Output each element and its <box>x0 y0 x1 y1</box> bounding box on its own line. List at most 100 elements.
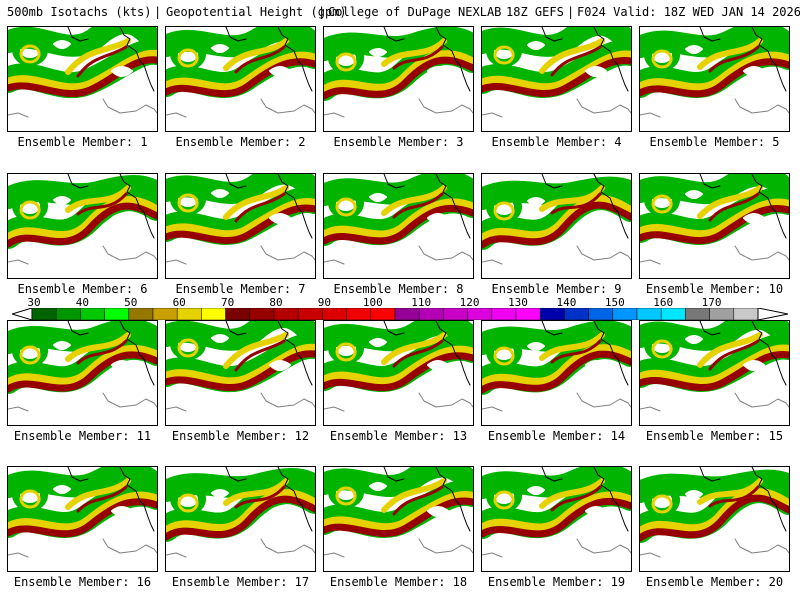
cyclone-swirl <box>170 183 207 215</box>
coastline <box>119 27 155 92</box>
jet-core <box>708 485 760 508</box>
land-border <box>734 392 789 408</box>
land-border <box>8 112 29 118</box>
calm-area <box>111 506 133 517</box>
cyclone-swirl <box>486 191 523 223</box>
isotach-map <box>482 321 631 412</box>
cyclone-swirl <box>335 342 357 362</box>
land-border <box>418 392 473 408</box>
coastline <box>225 174 247 189</box>
jet-core <box>8 202 157 248</box>
cyclone-swirl <box>177 338 199 358</box>
land-border <box>482 112 503 118</box>
cyclone-swirl <box>177 493 199 513</box>
jet-core <box>392 45 444 70</box>
calm-area <box>527 342 545 351</box>
ensemble-map-panel <box>639 320 790 426</box>
colorbar-segment <box>346 308 372 320</box>
cyclone-swirl <box>335 197 357 217</box>
coastline <box>751 321 787 386</box>
colorbar-segment <box>201 308 226 320</box>
cyclone-swirl <box>651 49 673 69</box>
land-border <box>324 406 345 412</box>
ensemble-map-panel <box>7 173 158 279</box>
coastline <box>383 27 405 42</box>
cyclone-swirl <box>493 346 515 366</box>
colorbar-segment <box>297 308 323 320</box>
coastline <box>435 467 471 532</box>
coastline <box>119 321 155 386</box>
cyclone-swirl <box>328 187 365 219</box>
isotach-map <box>8 467 157 558</box>
colorbar-segment <box>467 308 493 320</box>
coastline <box>699 174 721 189</box>
ensemble-member-label: Ensemble Member: 4 <box>491 135 622 149</box>
land-border <box>418 245 473 261</box>
land-border <box>260 392 315 408</box>
colorbar-segment <box>636 308 662 320</box>
mid-wind-band <box>539 332 605 361</box>
calm-area <box>743 66 765 77</box>
colorbar-tick-label: 70 <box>220 296 235 309</box>
coastline <box>277 321 313 386</box>
jet-core <box>392 485 444 516</box>
colorbar-segment <box>612 308 638 320</box>
colorbar-segment <box>249 308 275 320</box>
land-border <box>166 406 187 412</box>
cyclone-swirl <box>493 201 515 221</box>
colorbar-tick-label: 80 <box>269 296 283 309</box>
calm-area <box>211 44 229 53</box>
calm-area <box>685 190 703 199</box>
calm-area <box>369 193 387 202</box>
isotach-map <box>640 467 789 558</box>
cyclone-swirl <box>651 494 673 514</box>
land-border <box>734 98 789 114</box>
coastline <box>435 321 471 386</box>
calm-area <box>269 506 291 517</box>
isotach-map <box>166 27 315 118</box>
calm-area <box>53 196 71 205</box>
calm-area <box>527 486 545 495</box>
colorbar-segment <box>418 308 444 320</box>
jet-core <box>234 339 286 372</box>
land-border <box>102 392 157 408</box>
colorbar-segment <box>225 308 251 320</box>
cyclone-swirl <box>644 329 681 361</box>
calm-area <box>743 360 765 371</box>
calm-area <box>269 360 291 371</box>
mid-wind-band <box>223 332 289 369</box>
ensemble-member-label: Ensemble Member: 1 <box>17 135 148 149</box>
isotach-map <box>324 27 473 118</box>
colorbar-segment <box>104 308 130 320</box>
jet-core <box>166 495 315 541</box>
coastline <box>67 321 89 336</box>
colorbar-scale <box>12 308 788 320</box>
land-border <box>576 538 631 554</box>
ensemble-member-label: Ensemble Member: 18 <box>329 575 468 589</box>
coastline <box>541 27 563 42</box>
isotach-map <box>8 174 157 265</box>
jet-core <box>324 56 473 100</box>
ensemble-member-label: Ensemble Member: 20 <box>645 575 784 589</box>
isotach-map <box>166 321 315 412</box>
isotach-map <box>8 321 157 412</box>
colorbar-segment <box>515 308 541 320</box>
cyclone-swirl <box>486 480 523 512</box>
jet-core <box>76 192 128 216</box>
colorbar-segment <box>394 308 420 320</box>
colorbar-segment <box>31 308 57 320</box>
colorbar-segment <box>733 308 759 320</box>
jet-core <box>550 485 602 512</box>
separator: | <box>567 5 575 19</box>
cyclone-swirl <box>19 200 41 220</box>
cyclone-swirl <box>328 332 365 364</box>
cyclone-swirl <box>644 39 681 71</box>
colorbar-tick-label: 120 <box>459 296 480 309</box>
ensemble-map-panel <box>323 173 474 279</box>
land-border <box>8 259 29 265</box>
ensemble-member-label: Ensemble Member: 11 <box>13 429 152 443</box>
colorbar-segment <box>564 308 589 320</box>
mid-wind-band <box>697 185 763 219</box>
coastline <box>751 27 787 92</box>
mid-wind-band <box>539 38 605 74</box>
